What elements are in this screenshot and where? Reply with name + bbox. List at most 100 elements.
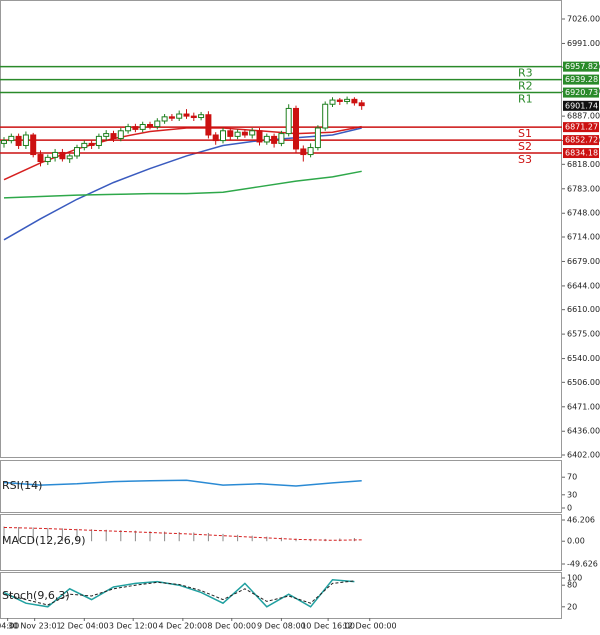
panel-title: RSI(14) — [2, 479, 42, 492]
y-tick-label: 0 — [567, 504, 572, 513]
candle-body — [300, 148, 307, 156]
candle-body — [37, 154, 44, 163]
candle-body — [307, 147, 314, 156]
candle-body — [190, 115, 197, 119]
candle-body — [263, 135, 270, 143]
y-tick-label: 0.00 — [567, 537, 585, 546]
y-tick-label: 6402.00 — [567, 451, 600, 460]
x-tick-label: 10 Dec 16:00 — [301, 622, 355, 631]
candle-body — [125, 126, 132, 132]
y-tick-label: 6748.00 — [567, 209, 600, 218]
level-price-box — [563, 61, 599, 72]
current-price: 6901.74 — [565, 101, 598, 110]
candle-body — [314, 127, 321, 149]
y-tick-label: -49.626 — [567, 560, 598, 569]
candle-body — [351, 98, 358, 104]
candle-body — [132, 126, 139, 130]
candle-body — [176, 113, 183, 119]
level-price: 6834.18 — [565, 149, 598, 158]
x-tick-label: 12 Dec 00:00 — [343, 622, 397, 631]
indicator-line — [3, 479, 362, 487]
candle-body — [256, 130, 263, 143]
y-tick-label: 6644.00 — [567, 281, 600, 290]
x-tick-label: 9 Dec 08:00 — [257, 622, 306, 631]
x-tick-label: 04:00 — [0, 622, 19, 631]
x-tick-label: 8 Dec 00:00 — [207, 622, 256, 631]
level-price: 6852.72 — [565, 136, 598, 145]
x-tick-label: 30 Nov 23:01 — [8, 622, 62, 631]
candle-body — [285, 107, 292, 135]
candle-body — [147, 124, 153, 128]
signal-line — [3, 526, 362, 541]
y-tick-label: 80 — [567, 581, 577, 590]
moving-average — [3, 170, 362, 199]
x-tick-label: 2 Dec 04:00 — [60, 622, 109, 631]
y-tick-label: 6818.00 — [567, 160, 600, 169]
y-tick-label: 100 — [567, 574, 582, 583]
y-tick-label: 6575.00 — [567, 330, 600, 339]
y-tick-label: 6506.00 — [567, 378, 600, 387]
candle-body — [322, 103, 329, 129]
level-name: S1 — [518, 127, 532, 140]
candle-body — [234, 131, 241, 137]
candle-body — [139, 124, 146, 130]
candle-body — [22, 134, 29, 146]
candle-body — [74, 147, 80, 157]
candle-body — [59, 151, 66, 160]
candle-body — [227, 130, 234, 137]
candle-body — [1, 140, 7, 144]
candle-body — [44, 156, 51, 163]
candle-body — [183, 113, 190, 117]
level-price-box — [563, 122, 599, 133]
candle-body — [15, 135, 22, 146]
level-price: 6871.27 — [565, 123, 598, 132]
y-tick-label: 7026.00 — [567, 15, 600, 24]
candle-body — [278, 133, 285, 144]
candle-body — [198, 114, 205, 119]
level-name: S2 — [518, 140, 532, 153]
candle-body — [103, 133, 110, 137]
candle-body — [271, 135, 278, 144]
candle-body — [168, 116, 175, 119]
candle-body — [344, 98, 351, 102]
panel-title: MACD(12,26,9) — [2, 534, 86, 547]
level-price: 6920.73 — [565, 88, 598, 97]
candle-body — [336, 99, 343, 102]
candle-body — [8, 135, 15, 142]
x-tick-label: 4 Dec 20:00 — [158, 622, 207, 631]
y-tick-label: 70 — [567, 473, 577, 482]
candle-body — [293, 107, 299, 150]
level-price: 6939.28 — [565, 75, 598, 84]
candle-body — [30, 134, 37, 156]
level-name: R2 — [518, 80, 533, 93]
level-price: 6957.82 — [565, 62, 598, 71]
y-tick-label: 20 — [567, 602, 577, 611]
candle-body — [205, 114, 212, 136]
indicator-line — [3, 580, 355, 606]
y-tick-label: 6540.00 — [567, 354, 600, 363]
y-tick-label: 6991.00 — [567, 39, 600, 48]
candle-body — [220, 130, 226, 142]
level-price-box — [563, 87, 599, 98]
candle-body — [241, 131, 248, 136]
panel-title: Stoch(9,6,3) — [2, 589, 70, 602]
y-tick-label: 6610.00 — [567, 305, 600, 314]
candle-body — [88, 142, 95, 146]
y-tick-label: 6887.00 — [567, 112, 600, 121]
level-name: S3 — [518, 153, 532, 166]
moving-average — [3, 127, 362, 241]
candle-body — [117, 130, 124, 139]
candle-body — [154, 120, 161, 128]
y-tick-label: 6679.00 — [567, 257, 600, 266]
candle-body — [329, 99, 336, 105]
rsi-panel — [0, 460, 562, 513]
candle-body — [81, 142, 88, 149]
candle-body — [212, 134, 219, 142]
candle-body — [358, 102, 365, 107]
y-tick-label: 6783.00 — [567, 184, 600, 193]
candle-body — [95, 135, 102, 146]
y-tick-label: 30 — [567, 490, 577, 499]
y-tick-label: 6714.00 — [567, 233, 600, 242]
